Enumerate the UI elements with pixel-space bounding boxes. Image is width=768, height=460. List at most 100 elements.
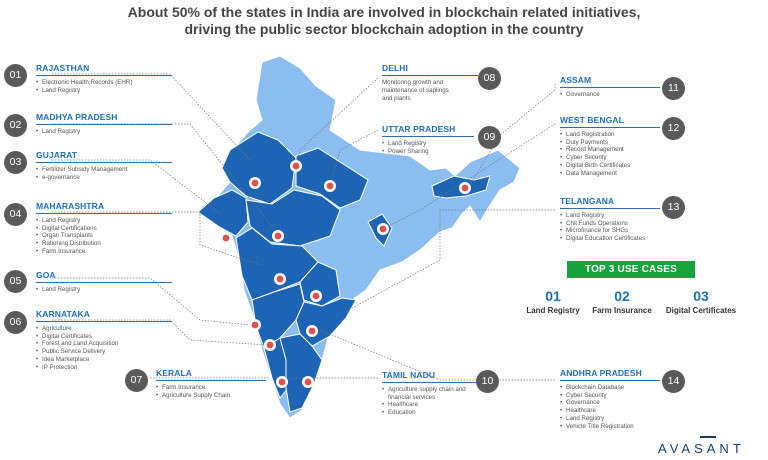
use-case-2: 02 Farm Insurance [584,288,660,315]
divider [560,127,660,128]
state-block-madhya-pradesh: MADHYA PRADESH Land Registry [36,112,172,136]
list-item: Land Registry [36,286,172,294]
state-block-telangana: TELANGANA Land Registry Chit Funds Opera… [560,196,660,243]
divider [560,380,660,381]
state-name: DELHI [382,63,408,73]
badge-13: 13 [662,196,685,219]
state-name: TAMIL NADU [382,370,436,380]
use-case-1: 01 Land Registry [518,288,588,315]
state-name: GOA [36,270,56,280]
list-item: Cyber Security [560,154,660,162]
pin-rajasthan [249,177,261,189]
divider [36,124,172,125]
state-name: MAHARASHTRA [36,201,105,211]
list-item: Public Service Delivery [36,348,172,356]
divider [36,162,172,163]
list-item: Agriculture [36,325,172,333]
state-block-kerala: KERALA Farm InsuranceAgriculture Supply … [156,368,266,399]
use-case-number: 03 [693,288,709,304]
top3-heading: TOP 3 USE CASES [567,261,695,278]
divider [36,321,172,322]
list-item: IP Protection [36,364,172,372]
list-item: Digital Certifications [36,225,172,233]
badge-08: 08 [478,67,501,90]
list-item: Land Registry [382,140,474,148]
list-item: Land Registry [36,217,172,225]
title-line-2: driving the public sector blockchain ado… [184,21,584,37]
badge-02: 02 [4,114,27,137]
list-item: Chit Funds Operations [560,220,660,228]
pin-assam [459,182,471,194]
badge-11: 11 [662,77,685,100]
state-block-west-bengal: WEST BENGAL Land Registration Duty Payme… [560,115,660,177]
list-item: Power Sharing [382,148,474,156]
state-name: TELANGANA [560,196,615,206]
use-case-label: Digital Certificates [665,306,737,315]
badge-10: 10 [476,370,499,393]
pin-andhra-pradesh [306,325,318,337]
list-item: Land Registry [560,212,660,220]
list-item: Electronic Health Records (EHR) [36,79,172,87]
use-case-3: 03 Digital Certificates [660,288,742,315]
divider [560,87,660,88]
state-name: GUJARAT [36,150,78,160]
state-block-rajasthan: RAJASTHAN Electronic Health Records (EHR… [36,63,172,94]
state-block-delhi: DELHI Monitoring growth and maintenance … [382,63,478,102]
badge-06: 06 [4,311,27,334]
divider [382,382,478,383]
list-item: Farm Insurance [36,248,172,256]
badge-09: 09 [478,126,501,149]
state-name: ASSAM [560,75,592,85]
divider [156,380,266,381]
badge-04: 04 [4,203,27,226]
list-item: Digital Certificates [36,333,172,341]
pin-gujarat [220,232,232,244]
pin-delhi [290,160,302,172]
list-item: Forest and Land Acquisition [36,340,172,348]
list-item: Farm Insurance [156,384,266,392]
state-block-goa: GOA Land Registry [36,270,172,294]
pin-tamil-nadu [302,376,314,388]
tamil-nadu-region [279,333,323,413]
divider [36,213,172,214]
state-block-gujarat: GUJARAT Fertilizer Subsidy Managemente-g… [36,150,172,181]
use-case-number: 01 [545,288,561,304]
state-description: Monitoring growth and maintenance of sap… [382,79,449,102]
use-case-number: 02 [614,288,630,304]
list-item: Healthcare [382,401,478,409]
list-item: Fertilizer Subsidy Management [36,166,172,174]
state-name: KARNATAKA [36,309,90,319]
list-item: Land Registry [36,87,172,95]
state-block-uttar-pradesh: UTTAR PRADESH Land RegistryPower Sharing [382,124,474,155]
state-name: ANDHRA PRADESH [560,368,642,378]
divider [36,75,172,76]
divider [382,75,478,76]
badge-12: 12 [662,117,685,140]
gujarat-region [197,189,249,237]
list-item: Organ Transplants [36,232,172,240]
badge-14: 14 [662,370,685,393]
page-title: About 50% of the states in India are inv… [0,4,768,38]
list-item: Cyber Security [560,392,660,400]
list-item: Vehicle Title Registration [560,423,660,431]
badge-07: 07 [125,369,148,392]
state-block-tamil-nadu: TAMIL NADU Agriculture supply chain and … [382,370,478,417]
state-name: UTTAR PRADESH [382,124,456,134]
list-item: Digital Birth Certificates [560,162,660,170]
badge-05: 05 [4,270,27,293]
list-item: Duty Payments [560,139,660,147]
avasant-logo: AVASANT [658,441,745,456]
pin-madhya-pradesh [272,230,284,242]
list-item: Rationing Distribution [36,240,172,248]
logo-accent [700,436,716,438]
rajasthan-region [221,131,297,205]
list-item: Idea Marketplace [36,356,172,364]
state-block-karnataka: KARNATAKA Agriculture Digital Certificat… [36,309,172,371]
badge-03: 03 [4,151,27,174]
list-item: Agriculture Supply Chain [156,392,266,400]
list-item: Digital Education Certificates [560,235,660,243]
map-pins [220,160,471,388]
leader-lines [52,73,556,383]
divider [560,208,660,209]
state-name: RAJASTHAN [36,63,90,73]
